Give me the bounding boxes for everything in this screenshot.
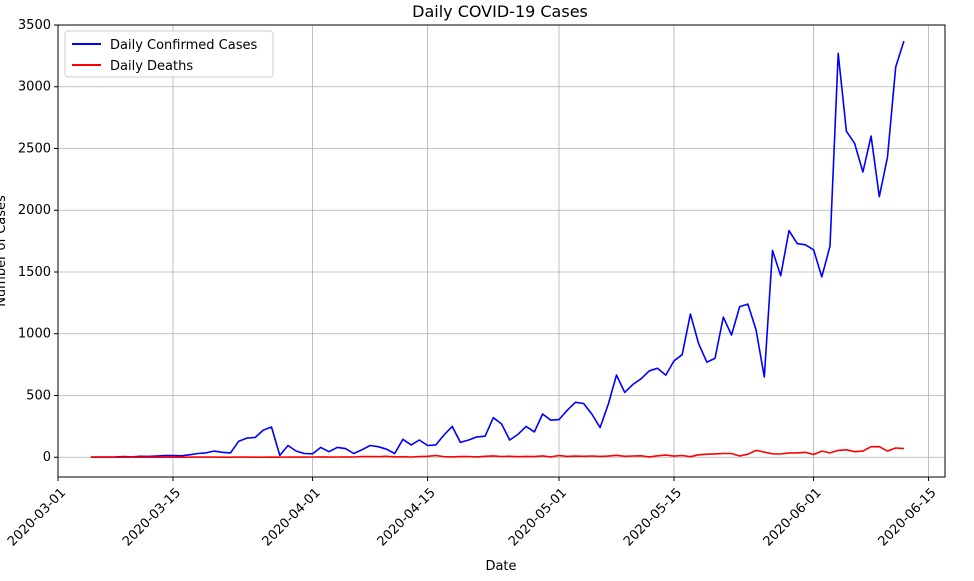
y-axis-label: Number of Cases [0, 195, 9, 307]
series-lines [90, 40, 905, 459]
legend-label-deaths: Daily Deaths [110, 59, 193, 74]
legend-box [64, 30, 274, 78]
y-tick-label: 3000 [18, 80, 51, 95]
y-tick-label: 2000 [18, 203, 51, 218]
legend-label-confirmed: Daily Confirmed Cases [110, 38, 257, 53]
y-tick-label: 2500 [18, 141, 51, 156]
series-line-deaths [90, 445, 904, 459]
y-tick-label: 1000 [18, 327, 51, 342]
x-axis-label: Date [485, 559, 516, 574]
legend: Daily Confirmed Cases Daily Deaths [64, 30, 274, 78]
y-tick-label: 1500 [18, 265, 51, 280]
y-tick-label: 3500 [18, 18, 51, 33]
plot-frame [57, 24, 946, 478]
y-tick-label: 0 [43, 450, 51, 465]
series-line-confirmed [90, 40, 905, 458]
chart-title: Daily COVID-19 Cases [412, 2, 588, 21]
y-tick-label: 500 [26, 388, 51, 403]
grid-lines [57, 24, 945, 477]
